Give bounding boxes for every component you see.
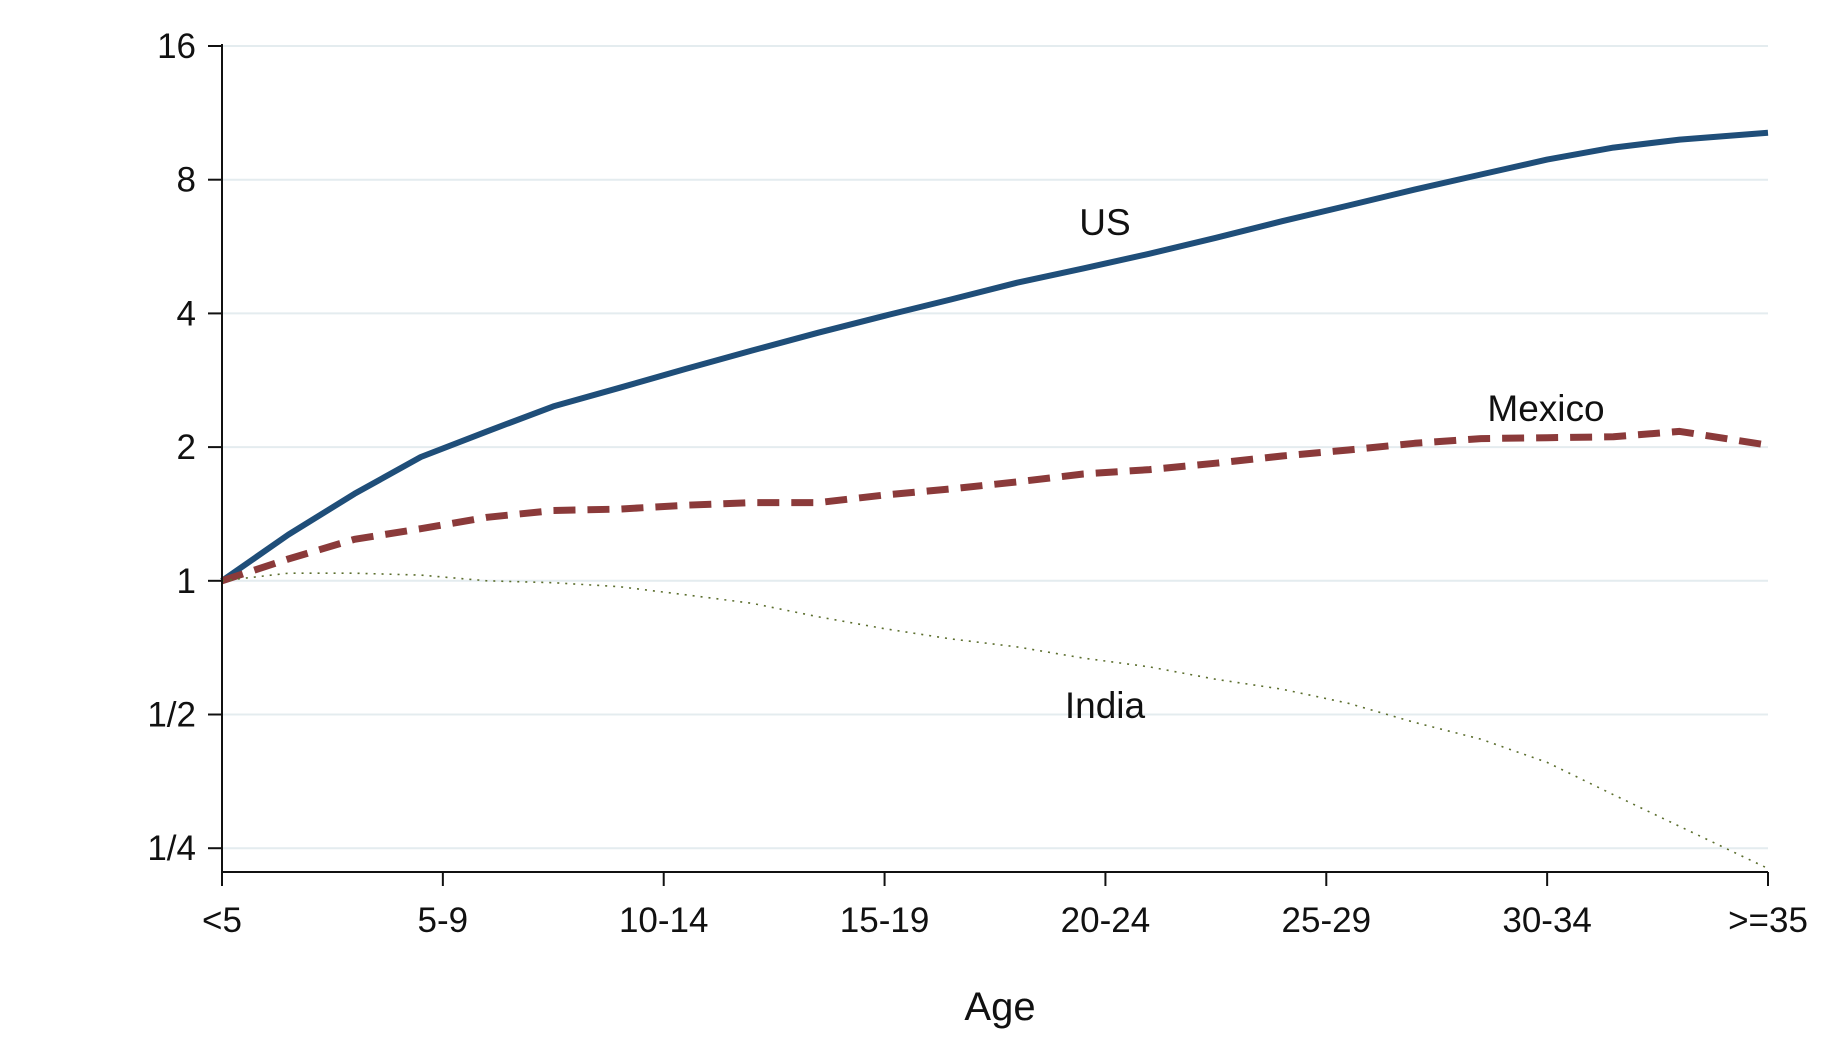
x-tick-label-4: 20-24 [1061, 901, 1151, 940]
x-tick-label-6: 30-34 [1502, 901, 1592, 940]
y-tick-label-0: 1/4 [147, 829, 196, 868]
y-tick-label-1: 1/2 [147, 696, 196, 735]
y-tick-label-6: 16 [157, 27, 196, 66]
series-label-us: US [1079, 202, 1130, 243]
series-label-mexico: Mexico [1487, 388, 1604, 429]
y-tick-label-4: 4 [177, 294, 196, 333]
x-tick-label-0: <5 [202, 901, 242, 940]
x-tick-label-1: 5-9 [418, 901, 469, 940]
axes: 1/4 1/2 1 2 4 8 16 <5 5-9 10-14 15-19 20-24 25-29 30-… [147, 27, 1808, 940]
series-label-india: India [1065, 685, 1146, 726]
y-tick-label-3: 2 [177, 428, 196, 467]
x-axis-title: Age [964, 985, 1035, 1029]
labels: US Mexico India [1065, 202, 1605, 726]
series-lines [220, 129, 1769, 870]
grid-lines [222, 45, 1768, 850]
x-tick-label-5: 25-29 [1282, 901, 1372, 940]
x-tick-label-3: 15-19 [840, 901, 930, 940]
x-tick-label-7: >=35 [1728, 901, 1808, 940]
y-tick-label-2: 1 [177, 562, 196, 601]
x-tick-label-2: 10-14 [619, 901, 709, 940]
series-line-us [220, 129, 1769, 584]
y-tick-label-5: 8 [177, 161, 196, 200]
